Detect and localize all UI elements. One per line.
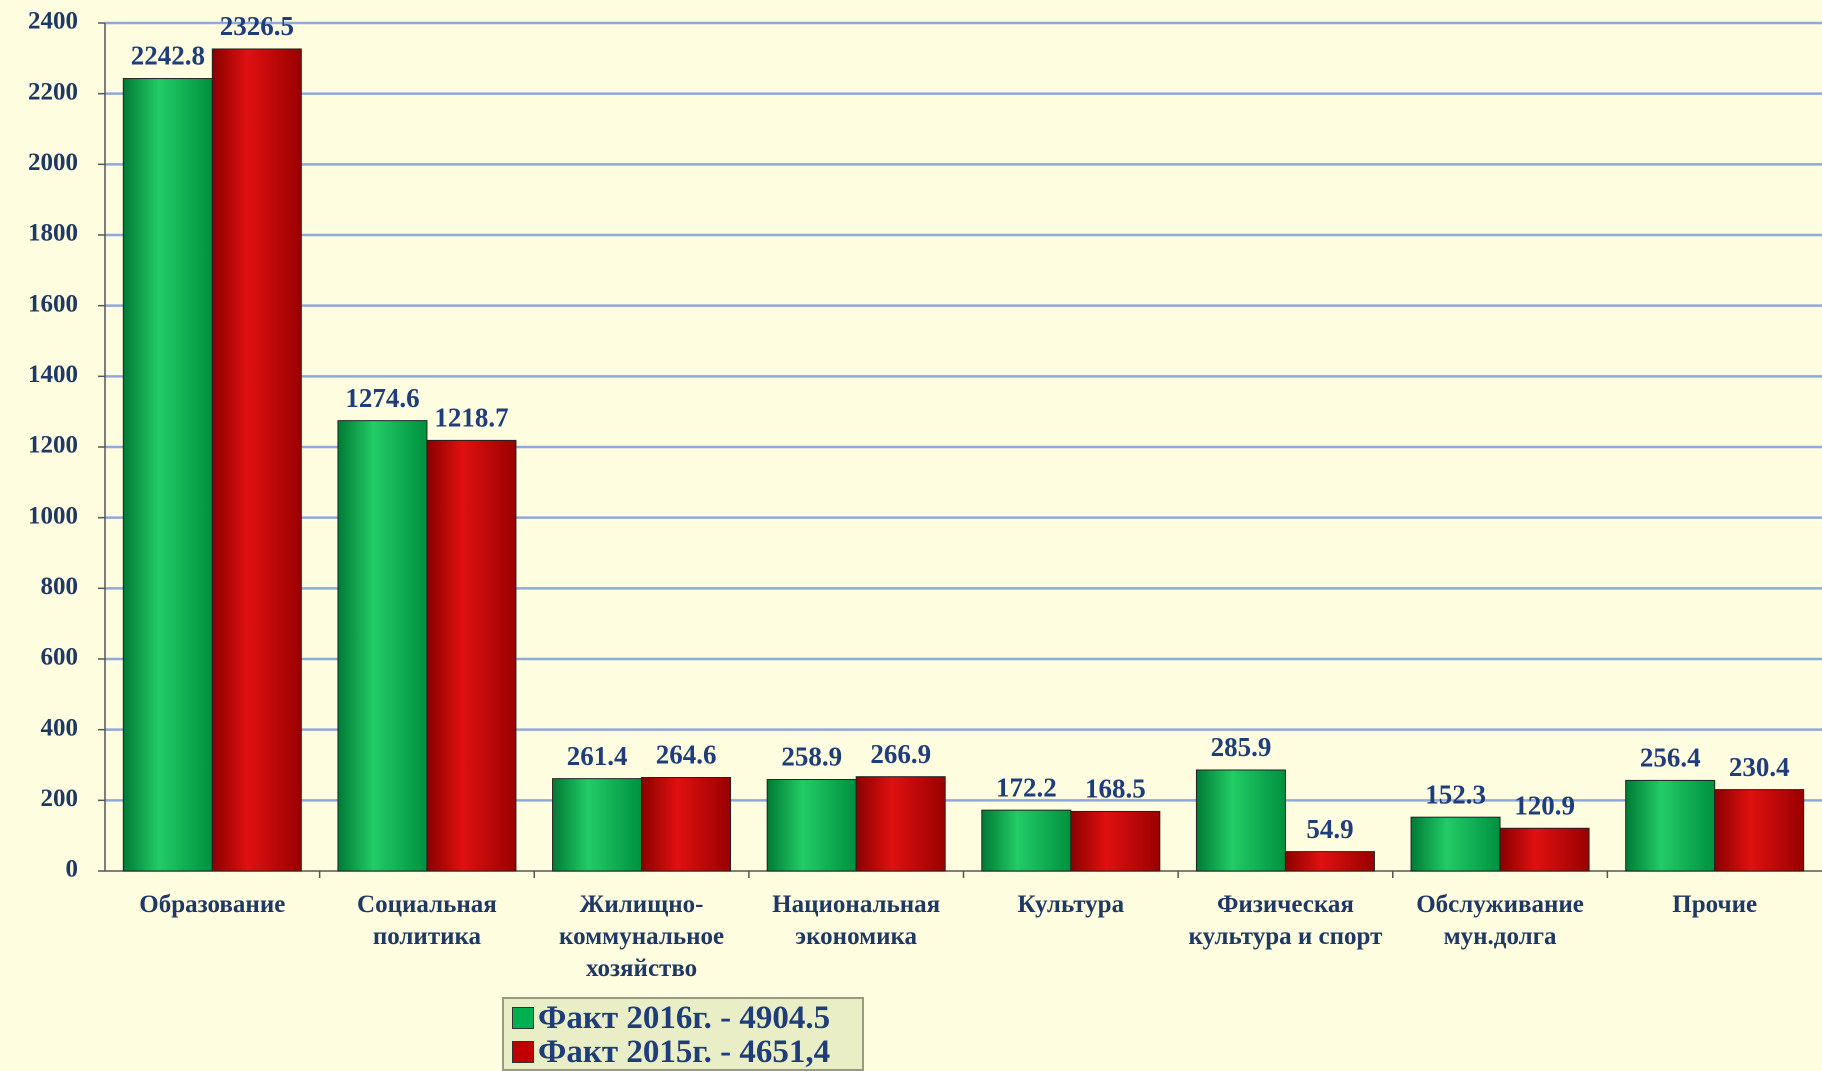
value-label: 2242.8 (131, 41, 205, 71)
x-tick-label: Образование (139, 891, 286, 918)
y-tick-label: 600 (41, 644, 79, 671)
value-label: 2326.5 (220, 11, 294, 41)
y-tick-label: 2400 (28, 8, 78, 35)
bar (1714, 789, 1805, 872)
y-tick-label: 2000 (28, 149, 78, 176)
y-tick-label: 2200 (28, 78, 78, 105)
y-tick-label: 1200 (28, 432, 78, 459)
y-tick-label: 1000 (28, 502, 78, 529)
y-tick-label: 800 (41, 573, 79, 600)
x-tick-label: Прочие (1672, 891, 1758, 918)
value-label: 230.4 (1729, 752, 1790, 782)
value-label: 152.3 (1425, 779, 1486, 809)
value-label: 172.2 (996, 772, 1057, 802)
bar (766, 779, 857, 872)
x-tick-label: Социальная политика (357, 891, 497, 950)
bar (1410, 816, 1501, 872)
value-label: 266.9 (870, 739, 931, 769)
bar (1499, 827, 1590, 872)
x-tick-label: Культура (1017, 891, 1125, 918)
x-tick-label: Жилищно-коммунальное хозяйство (559, 891, 725, 982)
bar (1070, 810, 1161, 872)
legend-swatch (512, 1007, 534, 1029)
bar (552, 778, 643, 872)
legend-entry: Факт 2016г. - 4904.5 (512, 1001, 854, 1035)
bar (981, 809, 1072, 872)
x-tick-label: Обслуживание мун.долга (1416, 891, 1584, 950)
y-tick-label: 1400 (28, 361, 78, 388)
bar (641, 777, 732, 872)
bar (855, 776, 946, 872)
bar (337, 420, 428, 872)
value-label: 264.6 (656, 740, 717, 770)
legend-label: Факт 2016г. - 4904.5 (538, 1000, 831, 1036)
y-tick-label: 1600 (28, 290, 78, 317)
bar (426, 439, 517, 872)
bar (1284, 851, 1375, 872)
bar (1625, 779, 1716, 872)
value-label: 1218.7 (434, 403, 508, 433)
y-tick-label: 200 (41, 785, 79, 812)
x-tick-label: Физическая культура и спорт (1188, 891, 1383, 950)
bar (211, 48, 302, 872)
bar (122, 78, 213, 872)
x-tick-label: Национальная экономика (772, 891, 941, 950)
legend: Факт 2016г. - 4904.5 Факт 2015г. - 4651,4 (502, 997, 864, 1071)
y-tick-label: 0 (66, 856, 79, 883)
legend-swatch (512, 1041, 534, 1063)
legend-entry: Факт 2015г. - 4651,4 (512, 1035, 854, 1069)
legend-label: Факт 2015г. - 4651,4 (538, 1034, 831, 1070)
value-label: 258.9 (781, 742, 842, 772)
y-tick-label: 400 (41, 714, 79, 741)
y-tick-label: 1800 (28, 220, 78, 247)
value-label: 261.4 (567, 741, 628, 771)
value-label: 256.4 (1640, 743, 1701, 773)
value-label: 1274.6 (345, 383, 419, 413)
value-label: 285.9 (1211, 732, 1272, 762)
bar (1195, 769, 1286, 872)
value-label: 168.5 (1085, 774, 1146, 804)
value-label: 120.9 (1514, 790, 1575, 820)
value-label: 54.9 (1306, 814, 1353, 844)
